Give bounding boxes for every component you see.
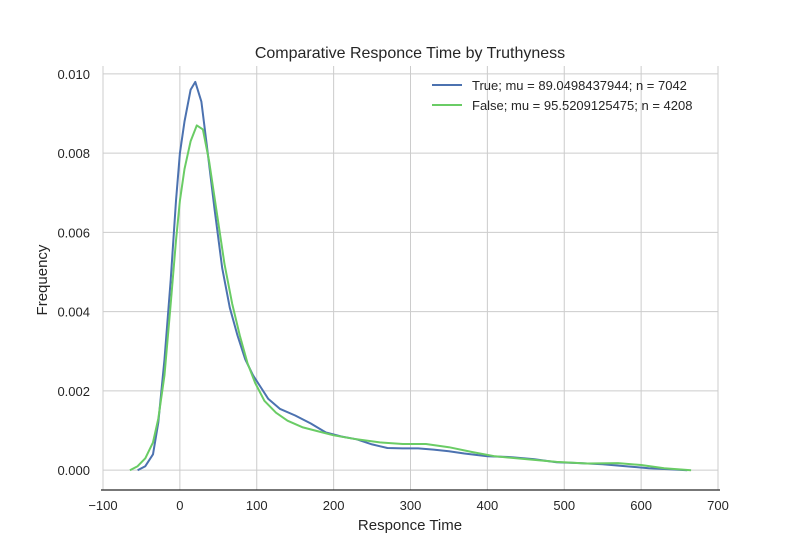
- legend: True; mu = 89.0498437944; n = 7042 False…: [432, 78, 692, 113]
- x-tick-label: 700: [707, 498, 729, 513]
- x-axis-title: Responce Time: [358, 517, 462, 534]
- x-tick-label: 600: [630, 498, 652, 513]
- y-gridlines: [103, 73, 718, 471]
- x-tick-label: 0: [176, 498, 183, 513]
- y-tick-label: 0.002: [57, 384, 90, 399]
- y-tick-label: 0.006: [57, 225, 90, 240]
- y-axis-title: Frequency: [34, 244, 51, 315]
- x-tick-label: 300: [400, 498, 422, 513]
- series-lines: [129, 80, 692, 472]
- x-gridlines: [102, 66, 719, 490]
- series-line-true: [137, 80, 688, 472]
- series-line-false: [129, 124, 692, 472]
- y-tick-label: 0.004: [57, 305, 90, 320]
- x-tick-label: −100: [88, 498, 117, 513]
- chart-title: Comparative Responce Time by Truthyness: [255, 45, 565, 62]
- x-tick-label: 100: [246, 498, 268, 513]
- legend-label-true: True; mu = 89.0498437944; n = 7042: [472, 78, 687, 93]
- x-tick-label: 500: [553, 498, 575, 513]
- y-tick-label: 0.008: [57, 146, 90, 161]
- x-tick-labels: −100 0 100 200 300 400 500 600 700: [88, 498, 729, 513]
- x-tick-label: 400: [477, 498, 499, 513]
- y-tick-label: 0.000: [57, 463, 90, 478]
- legend-label-false: False; mu = 95.5209125475; n = 4208: [472, 98, 692, 113]
- x-tick-label: 200: [323, 498, 345, 513]
- y-tick-label: 0.010: [57, 67, 90, 82]
- y-tick-labels: 0.000 0.002 0.004 0.006 0.008 0.010: [57, 67, 90, 478]
